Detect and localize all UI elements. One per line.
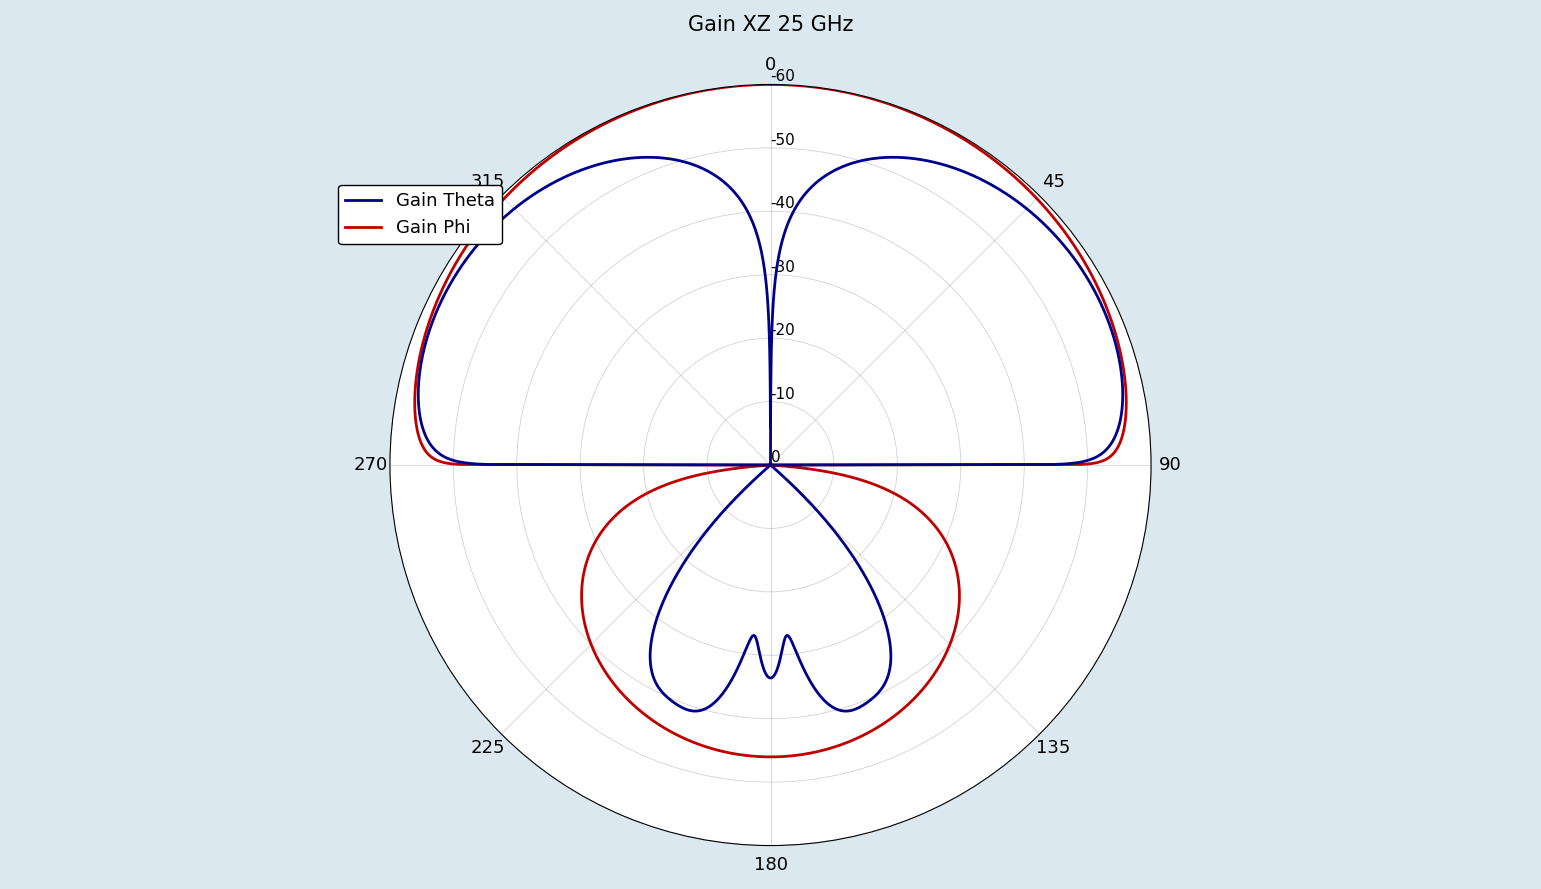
- Gain Phi: [760, 79, 778, 90]
- Gain Phi: [584, 644, 603, 654]
- Gain Theta: [761, 460, 780, 470]
- Gain Phi: [761, 79, 780, 90]
- Line: Gain Theta: Gain Theta: [418, 157, 1123, 711]
- Gain Phi: [598, 670, 616, 681]
- Gain Phi: [865, 479, 883, 490]
- Gain Theta: [562, 168, 581, 179]
- Legend: Gain Theta, Gain Phi: Gain Theta, Gain Phi: [337, 185, 502, 244]
- Gain Phi: [761, 79, 780, 90]
- Gain Theta: [697, 526, 715, 537]
- Gain Phi: [761, 460, 780, 470]
- Gain Theta: [652, 601, 670, 612]
- Title: Gain XZ 25 GHz: Gain XZ 25 GHz: [687, 15, 854, 35]
- Gain Phi: [549, 147, 567, 157]
- Gain Phi: [1116, 379, 1134, 389]
- Gain Theta: [761, 362, 780, 372]
- Gain Theta: [761, 460, 780, 470]
- Gain Theta: [761, 422, 780, 433]
- Gain Theta: [1083, 283, 1102, 293]
- Line: Gain Phi: Gain Phi: [415, 84, 1126, 757]
- Gain Theta: [1113, 380, 1131, 390]
